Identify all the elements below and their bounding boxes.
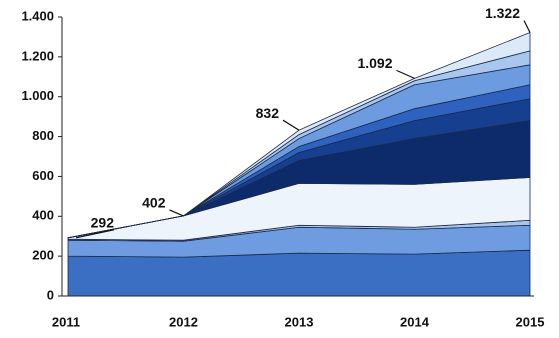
y-tick-label: 800: [32, 128, 54, 143]
x-tick-label: 2012: [169, 314, 198, 329]
y-tick-label: 200: [32, 248, 54, 263]
total-label: 1.322: [485, 5, 520, 21]
x-tick-label: 2015: [516, 314, 545, 329]
x-tick-label: 2011: [52, 314, 80, 329]
total-label: 402: [142, 195, 166, 211]
y-tick-label: 1.200: [21, 48, 54, 63]
y-tick-label: 600: [32, 168, 54, 183]
y-tick-label: 1.000: [21, 88, 54, 103]
total-label: 1.092: [357, 55, 392, 71]
y-tick-label: 1.400: [21, 8, 54, 23]
area: [67, 32, 531, 239]
total-label: 832: [256, 105, 280, 121]
y-tick-label: 0: [47, 287, 54, 302]
leader-line: [396, 69, 415, 79]
leader-line: [169, 209, 184, 217]
x-tick-label: 2013: [285, 314, 314, 329]
total-label: 292: [91, 215, 115, 231]
leader-line: [75, 229, 115, 239]
leader-line: [523, 20, 531, 33]
y-tick-label: 400: [32, 208, 54, 223]
x-tick-label: 2014: [400, 314, 430, 329]
leader-line: [282, 119, 300, 131]
